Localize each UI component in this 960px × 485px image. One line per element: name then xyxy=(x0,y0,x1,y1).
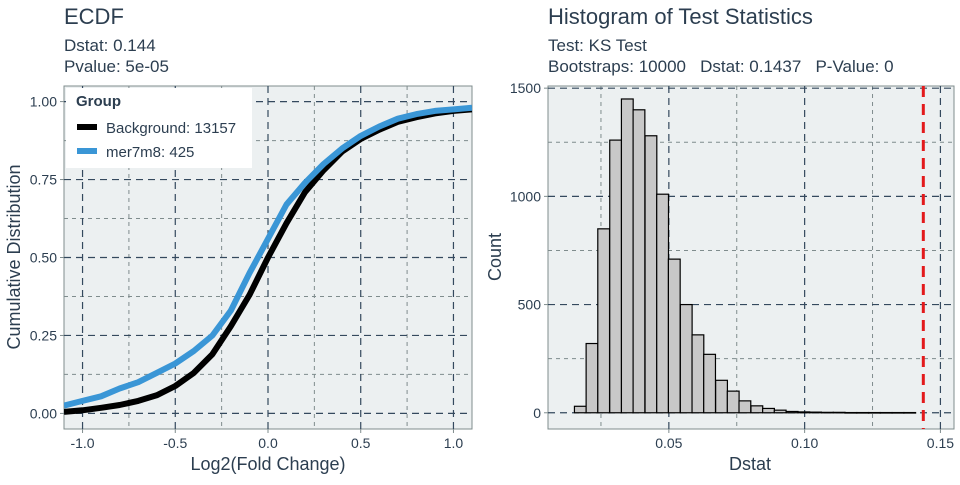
histogram-bar xyxy=(820,411,834,414)
x-tick-label: 0.05 xyxy=(655,435,682,451)
ecdf-panel: ECDF Dstat: 0.144 Pvalue: 5e-05 -1.0 -0.5… xyxy=(4,4,473,474)
histogram-subtitle-line-2: Bootstraps: 10000 Dstat: 0.1437 P-Value:… xyxy=(548,57,894,76)
histogram-bar xyxy=(715,379,729,414)
histogram-bar xyxy=(832,411,846,414)
histogram-bars xyxy=(573,98,917,414)
y-tick-label: 1000 xyxy=(510,188,541,204)
histogram-x-axis: 0.05 0.10 0.15 xyxy=(655,429,954,451)
y-tick-label: 0.50 xyxy=(30,250,57,266)
ecdf-x-axis: -1.0 -0.5 0.0 0.5 1.0 xyxy=(70,429,463,451)
legend-label-background: Background: 13157 xyxy=(106,120,236,137)
ecdf-y-axis: 0.00 0.25 0.50 0.75 1.00 xyxy=(30,94,64,421)
ecdf-x-axis-title: Log2(Fold Change) xyxy=(190,454,345,474)
histogram-bar xyxy=(597,228,611,414)
histogram-y-axis: 0 500 1000 1500 xyxy=(510,80,548,421)
histogram-bar xyxy=(656,193,670,414)
histogram-bar xyxy=(703,353,717,414)
histogram-bar xyxy=(738,400,752,414)
x-tick-label: 0.10 xyxy=(791,435,818,451)
histogram-bar xyxy=(585,342,599,414)
histogram-bar xyxy=(691,334,705,414)
legend-label-mer7m8: mer7m8: 425 xyxy=(106,144,194,161)
histogram-bar xyxy=(797,411,811,414)
histogram-panel: Histogram of Test Statistics Test: KS Te… xyxy=(485,4,955,474)
histogram-bar xyxy=(679,303,693,414)
ecdf-series-line-mer7m8 xyxy=(64,104,472,409)
histogram-bar xyxy=(879,411,893,414)
histogram-bar xyxy=(773,409,787,414)
x-tick-label: -1.0 xyxy=(70,435,94,451)
y-tick-label: 1.00 xyxy=(30,94,57,110)
histogram-x-axis-title: Dstat xyxy=(729,454,771,474)
histogram-bar xyxy=(667,258,681,414)
histogram-bar xyxy=(750,405,764,414)
x-tick-label: 0.15 xyxy=(927,435,954,451)
histogram-bar xyxy=(609,139,623,414)
histogram-bar xyxy=(644,135,658,414)
histogram-bar xyxy=(891,411,905,414)
histogram-y-axis-title: Count xyxy=(485,233,505,281)
histogram-bar xyxy=(785,410,799,414)
ecdf-series-line-background xyxy=(64,106,472,415)
histogram-title: Histogram of Test Statistics xyxy=(548,4,813,29)
y-tick-label: 0.00 xyxy=(30,405,57,421)
histogram-bar xyxy=(809,411,822,414)
y-tick-label: 500 xyxy=(518,297,542,313)
ecdf-y-axis-title: Cumulative Distribution xyxy=(4,164,24,349)
legend-title: Group xyxy=(76,93,121,110)
ecdf-series-group xyxy=(64,104,472,415)
histogram-subtitle-line-1: Test: KS Test xyxy=(548,36,647,55)
ecdf-subtitle-line-2: Pvalue: 5e-05 xyxy=(64,57,169,76)
x-tick-label: 0.5 xyxy=(351,435,371,451)
y-tick-label: 0.75 xyxy=(30,172,57,188)
y-tick-label: 0.25 xyxy=(30,327,57,343)
histogram-bar xyxy=(856,411,870,414)
x-tick-label: 0.0 xyxy=(258,435,278,451)
ecdf-legend: Group Background: 13157 mer7m8: 425 xyxy=(66,88,252,168)
y-tick-label: 1500 xyxy=(510,80,541,96)
histogram-bar xyxy=(844,411,858,414)
histogram-bar xyxy=(573,405,587,414)
histogram-bar xyxy=(726,390,740,414)
histogram-bar xyxy=(903,411,917,414)
ecdf-subtitle-line-1: Dstat: 0.144 xyxy=(64,36,156,55)
x-tick-label: -0.5 xyxy=(163,435,187,451)
ecdf-title: ECDF xyxy=(64,4,124,29)
histogram-bar xyxy=(632,109,646,414)
y-tick-label: 0 xyxy=(533,405,541,421)
histogram-bar xyxy=(867,411,881,414)
x-tick-label: 1.0 xyxy=(444,435,464,451)
histogram-bar xyxy=(762,407,776,414)
histogram-bar xyxy=(620,98,634,414)
